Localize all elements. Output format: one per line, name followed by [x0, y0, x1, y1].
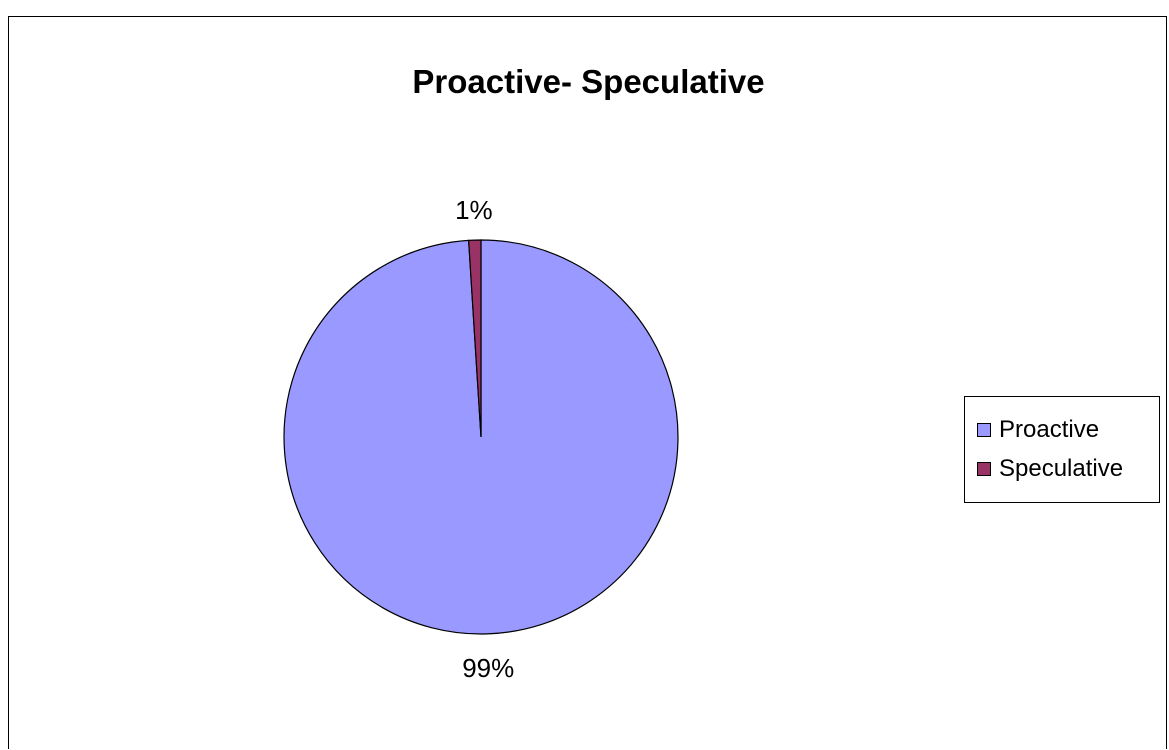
legend-item-proactive: Proactive — [977, 412, 1099, 448]
pie-chart: 99% 1% — [283, 195, 679, 683]
pie-slices — [283, 239, 679, 635]
legend-label-proactive: Proactive — [999, 416, 1100, 443]
data-label-speculative: 1% — [455, 195, 493, 225]
legend-swatch-speculative — [977, 462, 991, 476]
chart-title: Proactive- Speculative — [412, 63, 765, 100]
legend-label-speculative: Speculative — [999, 455, 1124, 482]
chart-area: Proactive- Speculative 99% 1% Proactive … — [8, 16, 1167, 749]
legend-item-speculative: Speculative — [977, 451, 1123, 487]
data-label-proactive: 99% — [462, 653, 514, 683]
legend: Proactive Speculative — [964, 396, 1160, 503]
legend-swatch-proactive — [977, 423, 991, 437]
pie-slice-speculative — [467, 239, 482, 438]
